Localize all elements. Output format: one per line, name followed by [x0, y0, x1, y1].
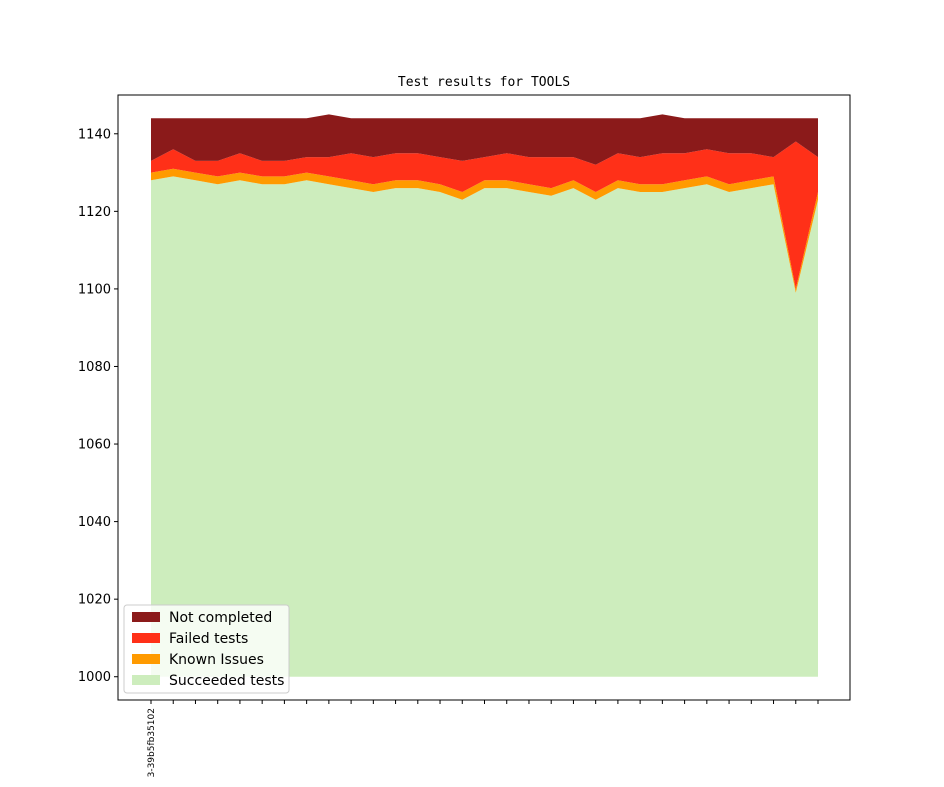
y-tick-label: 1080 [78, 360, 111, 375]
area-succeeded-tests [151, 176, 818, 677]
legend-swatch-not-completed [132, 612, 160, 622]
area-not-completed [151, 114, 818, 165]
x-tick-label: 3-39b5fb35102 [147, 708, 157, 777]
y-tick-label: 1100 [78, 282, 111, 297]
y-tick-label: 1040 [78, 515, 111, 530]
y-tick-label: 1000 [78, 670, 111, 685]
y-tick-label: 1020 [78, 593, 111, 608]
y-tick-label: 1120 [78, 205, 111, 220]
area-failed-tests [151, 141, 818, 289]
legend-swatch-failed-tests [132, 633, 160, 643]
y-tick-label: 1140 [78, 127, 111, 142]
legend-label-failed-tests: Failed tests [169, 631, 248, 647]
y-tick-label: 1060 [78, 438, 111, 453]
legend-swatch-succeeded-tests [132, 675, 160, 685]
chart-title: Test results for TOOLS [398, 75, 570, 90]
legend-label-known-issues: Known Issues [169, 652, 264, 668]
area-known-issues [151, 168, 818, 293]
legend-swatch-known-issues [132, 654, 160, 664]
legend: Not completed Failed tests Known Issues Suc… [123, 604, 290, 694]
legend-label-not-completed: Not completed [169, 610, 272, 626]
legend-label-succeeded-tests: Succeeded tests [169, 673, 284, 689]
legend-box [123, 604, 290, 694]
